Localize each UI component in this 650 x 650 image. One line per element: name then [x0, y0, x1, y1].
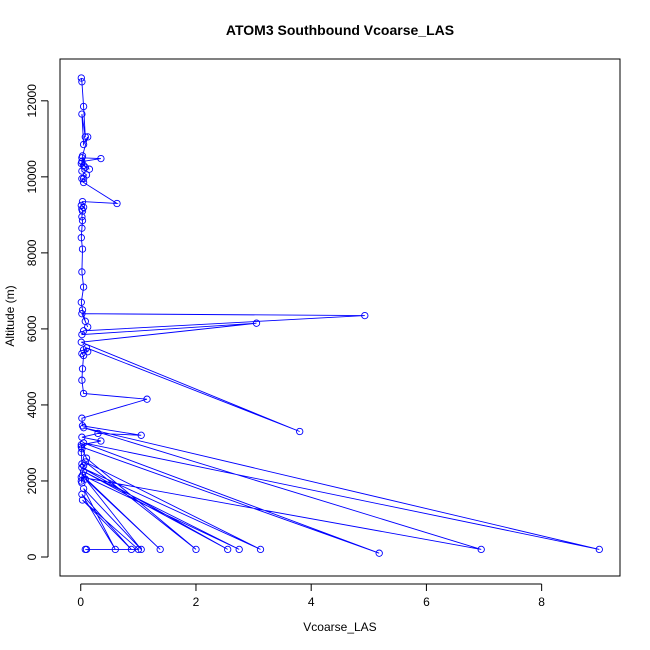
data-point: [78, 207, 87, 215]
data-point: [361, 311, 369, 320]
data-point: [235, 545, 243, 554]
data-point: [256, 545, 265, 554]
data-point: [111, 545, 119, 554]
data-point: [143, 395, 151, 403]
y-tick-label: 0: [25, 553, 39, 560]
data-point: [94, 429, 102, 438]
data-point: [137, 431, 145, 439]
data-point: [79, 424, 88, 432]
series-points: [77, 74, 603, 557]
data-point: [79, 467, 88, 476]
data-point: [137, 545, 145, 554]
data-point: [78, 197, 87, 206]
data-point: [79, 203, 88, 211]
data-point: [78, 422, 87, 430]
data-point: [79, 439, 88, 447]
y-axis-label: Altitude (m): [3, 285, 17, 346]
x-tick-label: 6: [423, 595, 430, 609]
data-point: [79, 327, 88, 335]
data-point: [134, 545, 143, 554]
data-point: [127, 545, 136, 554]
data-point: [79, 140, 88, 149]
data-point: [77, 234, 85, 242]
y-tick-label: 4000: [25, 391, 39, 418]
data-point: [78, 306, 87, 314]
data-point: [77, 201, 85, 210]
data-point: [192, 545, 200, 554]
data-point: [78, 268, 86, 276]
data-point: [79, 178, 88, 187]
y-tick-label: 12000: [25, 84, 39, 118]
data-point: [78, 414, 86, 422]
series-line: [80, 77, 600, 554]
y-axis: 0 2000 4000 6000 8000 10000 12000: [25, 84, 49, 560]
data-point: [79, 102, 88, 111]
data-point: [78, 167, 86, 175]
data-point: [78, 175, 86, 183]
data-point: [82, 454, 91, 462]
data-point: [156, 545, 164, 554]
data-point: [78, 365, 87, 373]
y-tick-label: 8000: [25, 239, 39, 266]
x-tick-label: 4: [308, 595, 315, 609]
data-point: [78, 464, 86, 472]
data-point: [113, 199, 121, 208]
data-point: [78, 224, 86, 232]
data-point: [81, 458, 89, 466]
data-point: [296, 427, 304, 436]
data-point: [77, 448, 85, 457]
data-point: [252, 319, 261, 327]
data-point: [78, 490, 86, 498]
data-point: [77, 441, 85, 449]
data-point: [77, 298, 85, 306]
data-point: [78, 154, 86, 162]
data-point: [77, 443, 85, 451]
data-point: [79, 346, 88, 354]
data-point: [78, 310, 86, 318]
data-point: [77, 338, 85, 346]
x-tick-label: 2: [193, 595, 200, 609]
data-point: [85, 165, 94, 173]
plot-area-frame: [59, 58, 621, 577]
data-point: [97, 437, 105, 445]
data-point: [84, 323, 92, 331]
y-tick-label: 10000: [25, 160, 39, 194]
data-point: [79, 351, 88, 360]
data-point: [79, 389, 88, 398]
data-point: [79, 462, 88, 470]
data-point: [477, 545, 485, 554]
x-axis-label: Vcoarse_LAS: [303, 620, 376, 634]
data-point: [78, 78, 86, 86]
data-point: [78, 213, 86, 221]
chart-title: ATOM3 Southbound Vcoarse_LAS: [226, 22, 454, 38]
data-point: [81, 133, 89, 141]
y-tick-label: 2000: [25, 467, 39, 494]
x-tick-label: 8: [538, 595, 545, 609]
data-point: [224, 545, 232, 554]
data-point: [77, 159, 85, 168]
series-lines: [80, 77, 600, 554]
data-point: [77, 74, 85, 82]
data-point: [97, 154, 105, 163]
data-point: [78, 376, 86, 384]
data-point: [375, 549, 383, 557]
data-point: [78, 330, 86, 339]
data-point: [78, 349, 86, 358]
data-point: [78, 496, 87, 504]
data-point: [78, 216, 87, 225]
y-tick-label: 6000: [25, 315, 39, 342]
x-axis: 0 2 4 6 8: [77, 583, 545, 609]
data-point: [78, 245, 87, 253]
x-tick-label: 0: [77, 595, 84, 609]
data-point: [78, 110, 86, 118]
data-point: [595, 545, 603, 554]
data-point: [81, 475, 89, 483]
data-point: [79, 283, 88, 291]
data-point: [82, 545, 91, 554]
data-point: [84, 133, 92, 141]
